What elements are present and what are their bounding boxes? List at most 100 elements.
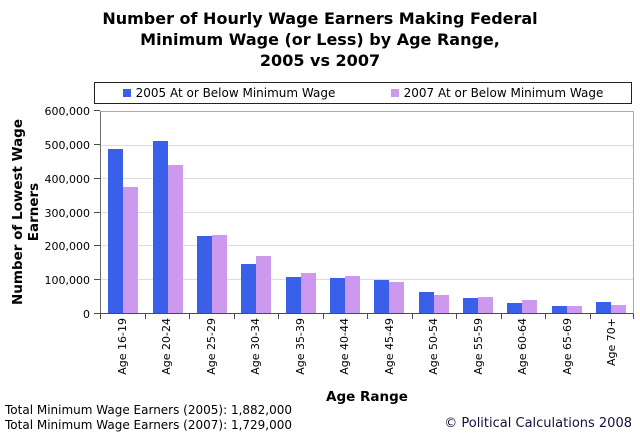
gridline <box>101 245 633 246</box>
plot-area <box>100 111 634 314</box>
legend-item-2007: 2007 At or Below Minimum Wage <box>390 86 604 100</box>
bar-2005-age-25-29 <box>196 236 212 313</box>
x-tick-label: Age 65-69 <box>560 318 574 375</box>
x-tick-mark <box>456 314 457 319</box>
gridline <box>101 178 633 179</box>
x-tick-label: Age 55-59 <box>471 318 485 375</box>
x-label-slot: Age 55-59 <box>456 318 501 394</box>
x-tick-mark <box>278 314 279 319</box>
bar-2005-age-16-19 <box>108 149 124 313</box>
y-tick-label: 100,000 <box>44 274 91 288</box>
x-label-slot: Age 45-49 <box>367 318 412 394</box>
x-tick-mark <box>100 314 101 319</box>
x-label-slot: Age 65-69 <box>545 318 590 394</box>
chart-title-line-2: Minimum Wage (or Less) by Age Range, <box>140 30 500 49</box>
gridline <box>101 211 633 213</box>
x-tick-label: Age 70+ <box>605 318 619 366</box>
chart-title-line-1: Number of Hourly Wage Earners Making Fed… <box>102 9 538 28</box>
gridline <box>101 278 633 280</box>
y-tick-label: 500,000 <box>44 138 91 152</box>
x-tick-mark <box>323 314 324 319</box>
x-tick-mark <box>501 314 502 319</box>
y-axis-ticks <box>94 110 100 314</box>
y-tick-mark <box>94 211 100 213</box>
bar-2007-age-35-39 <box>300 273 316 313</box>
x-tick-label: Age 45-49 <box>382 318 396 375</box>
x-tick-label: Age 20-24 <box>160 318 174 375</box>
bar-2005-age-55-59 <box>462 298 478 313</box>
copyright-text: © Political Calculations 2008 <box>444 416 632 431</box>
bar-2005-age-45-49 <box>374 280 390 313</box>
bar-2005-age-60-64 <box>507 303 523 313</box>
bar-2007-age-40-44 <box>344 276 360 313</box>
x-tick-mark <box>590 314 591 319</box>
chart-title-line-3: 2005 vs 2007 <box>259 51 381 70</box>
gridline <box>101 144 633 146</box>
chart-title: Number of Hourly Wage Earners Making Fed… <box>0 8 640 71</box>
bar-2005-age-35-39 <box>285 277 301 313</box>
y-tick-mark <box>94 245 100 247</box>
bar-2007-age-70+ <box>610 305 626 313</box>
bar-2007-age-30-34 <box>256 256 272 313</box>
x-label-slot: Age 50-54 <box>412 318 457 394</box>
legend-label-2005: 2005 At or Below Minimum Wage <box>135 86 336 100</box>
x-tick-label: Age 16-19 <box>115 318 129 375</box>
legend-swatch-2005-icon <box>122 89 131 97</box>
x-label-slot: Age 25-29 <box>189 318 234 394</box>
legend-label-2007: 2007 At or Below Minimum Wage <box>403 86 604 100</box>
x-tick-label: Age 60-64 <box>516 318 530 375</box>
total-2007-text: Total Minimum Wage Earners (2007): 1,729… <box>5 418 293 432</box>
y-tick-label: 0 <box>83 308 90 321</box>
y-tick-label: 600,000 <box>44 105 91 118</box>
bar-2005-age-20-24 <box>152 141 168 313</box>
x-tick-label: Age 30-34 <box>249 318 263 375</box>
y-axis-tick-labels: 600,000 500,000 400,000 300,000 200,000 100,0… <box>0 105 91 321</box>
bar-2007-age-65-69 <box>566 306 582 313</box>
x-label-slot: Age 35-39 <box>278 318 323 394</box>
x-tick-mark <box>633 314 634 319</box>
bar-2007-age-60-64 <box>522 300 538 313</box>
x-label-slot: Age 20-24 <box>145 318 190 394</box>
x-tick-label: Age 25-29 <box>204 318 218 375</box>
legend: 2005 At or Below Minimum Wage 2007 At or… <box>94 82 632 104</box>
x-label-slot: Age 40-44 <box>323 318 368 394</box>
bar-2005-age-70+ <box>595 302 611 313</box>
bar-2007-age-16-19 <box>123 187 139 313</box>
bar-2005-age-40-44 <box>329 278 345 313</box>
y-tick-mark <box>94 110 100 111</box>
x-tick-label: Age 50-54 <box>427 318 441 375</box>
y-tick-label: 200,000 <box>44 240 91 254</box>
bar-2005-age-50-54 <box>418 292 434 313</box>
x-tick-mark <box>189 314 190 319</box>
x-label-slot: Age 30-34 <box>234 318 279 394</box>
y-tick-mark <box>94 313 100 314</box>
x-label-slot: Age 16-19 <box>100 318 145 394</box>
legend-swatch-2007-icon <box>390 89 399 97</box>
bar-2007-age-20-24 <box>167 165 183 313</box>
bar-2007-age-45-49 <box>389 282 405 313</box>
bar-2005-age-65-69 <box>551 306 567 313</box>
x-axis-ticks <box>100 314 634 319</box>
legend-item-2005: 2005 At or Below Minimum Wage <box>122 86 336 100</box>
total-2005-text: Total Minimum Wage Earners (2005): 1,882… <box>5 403 293 417</box>
bar-2007-age-25-29 <box>211 235 227 313</box>
y-tick-mark <box>94 177 100 179</box>
y-tick-mark <box>94 143 100 145</box>
bar-2007-age-50-54 <box>433 295 449 313</box>
x-axis-title: Age Range <box>326 389 408 405</box>
x-tick-mark <box>234 314 235 319</box>
x-tick-label: Age 40-44 <box>338 318 352 375</box>
x-tick-mark <box>367 314 368 319</box>
bar-2005-age-30-34 <box>241 264 257 313</box>
x-tick-mark <box>412 314 413 319</box>
y-tick-label: 400,000 <box>44 172 91 186</box>
y-tick-mark <box>94 279 100 281</box>
x-axis-tick-labels: Age 16-19 Age 20-24 Age 25-29 Age 30-34 Age … <box>100 318 634 394</box>
x-tick-mark <box>545 314 546 319</box>
y-tick-label: 300,000 <box>44 206 91 220</box>
x-label-slot: Age 70+ <box>590 318 635 394</box>
x-label-slot: Age 60-64 <box>501 318 546 394</box>
bar-2007-age-55-59 <box>477 297 493 313</box>
x-tick-label: Age 35-39 <box>293 318 307 375</box>
